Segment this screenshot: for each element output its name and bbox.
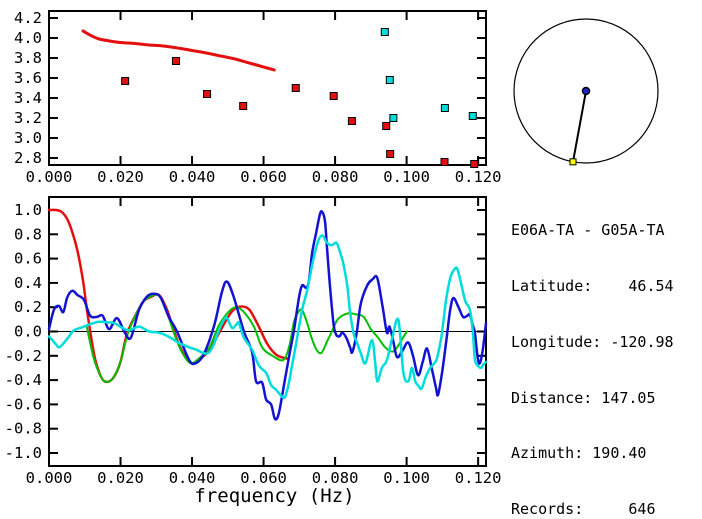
- correlation-plot-ytick-label: -0.8: [5, 420, 42, 438]
- red-velocity-picks-marker: [386, 150, 395, 158]
- dispersion-plot-xtick-label: 0.060: [240, 168, 287, 186]
- correlation-plot-xtick-label: 0.040: [169, 469, 216, 487]
- correlation-plot-ytick-label: 0.4: [14, 274, 42, 292]
- dispersion-plot-frame: [48, 10, 487, 166]
- correlation-plot-xtick-label: 0.020: [97, 469, 144, 487]
- dispersion-plot-ytick-label: 3.6: [14, 69, 42, 87]
- correlation-plot-ytick-label: 0.6: [14, 250, 42, 268]
- red-velocity-picks-marker: [291, 84, 300, 92]
- longitude-line: Longitude: -120.98: [511, 332, 674, 351]
- correlation-plot-xtick-label: 0.060: [240, 469, 287, 487]
- azimuth-line: Azimuth: 190.40: [511, 444, 647, 463]
- red-velocity-picks-marker: [171, 57, 180, 65]
- cyan-velocity-picks-marker: [389, 114, 398, 122]
- correlation-plot-xtick-label: 0.120: [455, 469, 502, 487]
- correlation-plot-ytick-label: 1.0: [14, 201, 42, 219]
- dispersion-plot-xtick-label: 0.120: [455, 168, 502, 186]
- records-line: Records: 646: [511, 500, 656, 519]
- red-velocity-picks-marker: [382, 122, 391, 130]
- dispersion-plot-ytick-label: 3.8: [14, 49, 42, 67]
- dispersion-plot-ytick-label: 2.8: [14, 149, 42, 167]
- red-velocity-picks-marker: [440, 158, 449, 166]
- red-velocity-picks-marker: [121, 77, 130, 85]
- x-axis-title: frequency (Hz): [194, 485, 355, 507]
- blue-correlation-curve: [47, 209, 488, 421]
- correlation-plot-ytick-label: -0.4: [5, 371, 42, 389]
- cyan-correlation-curve: [47, 234, 488, 400]
- cyan-velocity-picks-marker: [468, 112, 477, 120]
- model-dispersion-curve: [81, 29, 276, 72]
- correlation-plot-ytick-label: 0.2: [14, 298, 42, 316]
- station-info: E06A-TA - G05A-TA Latitude: 46.54 Longit…: [511, 184, 674, 519]
- correlation-plot-ytick-label: -1.0: [5, 444, 42, 462]
- cyan-velocity-picks-marker: [385, 76, 394, 84]
- red-velocity-picks-marker: [329, 92, 338, 100]
- distance-line: Distance: 147.05: [511, 388, 656, 407]
- dispersion-plot-xtick-label: 0.020: [97, 168, 144, 186]
- red-velocity-picks-marker: [470, 160, 479, 168]
- correlation-plot-ytick-label: -0.6: [5, 395, 42, 413]
- dispersion-plot-xtick-label: 0.100: [383, 168, 430, 186]
- red-velocity-picks-marker: [347, 117, 356, 125]
- dispersion-plot-xtick-label: 0.040: [169, 168, 216, 186]
- dispersion-plot-xtick-label: 0.080: [312, 168, 359, 186]
- correlation-plot-xtick-label: 0.080: [312, 469, 359, 487]
- red-velocity-picks-marker: [203, 90, 212, 98]
- station-pair-label: E06A-TA - G05A-TA: [511, 221, 665, 240]
- dispersion-plot-ytick-label: 3.4: [14, 89, 42, 107]
- dispersion-plot-ytick-label: 3.2: [14, 109, 42, 127]
- azimuth-circle: [513, 18, 659, 164]
- dispersion-plot-ytick-label: 3.0: [14, 129, 42, 147]
- cyan-velocity-picks-marker: [380, 28, 389, 36]
- dispersion-plot-xtick-label: 0.000: [26, 168, 73, 186]
- station-center-dot: [581, 86, 591, 96]
- dispersion-plot-ytick-label: 4.2: [14, 9, 42, 27]
- correlation-plot-ytick-label: 0.8: [14, 225, 42, 243]
- latitude-line: Latitude: 46.54: [511, 276, 674, 295]
- cyan-velocity-picks-marker: [440, 104, 449, 112]
- red-velocity-picks-marker: [239, 102, 248, 110]
- correlation-plot-xtick-label: 0.100: [383, 469, 430, 487]
- station-edge-marker: [569, 158, 577, 166]
- azimuth-line-pointer: [572, 90, 587, 162]
- correlation-plot-ytick-label: -0.2: [5, 347, 42, 365]
- correlation-plot-ytick-label: 0.0: [14, 323, 42, 341]
- correlation-plot-xtick-label: 0.000: [26, 469, 73, 487]
- dispersion-plot-ytick-label: 4.0: [14, 29, 42, 47]
